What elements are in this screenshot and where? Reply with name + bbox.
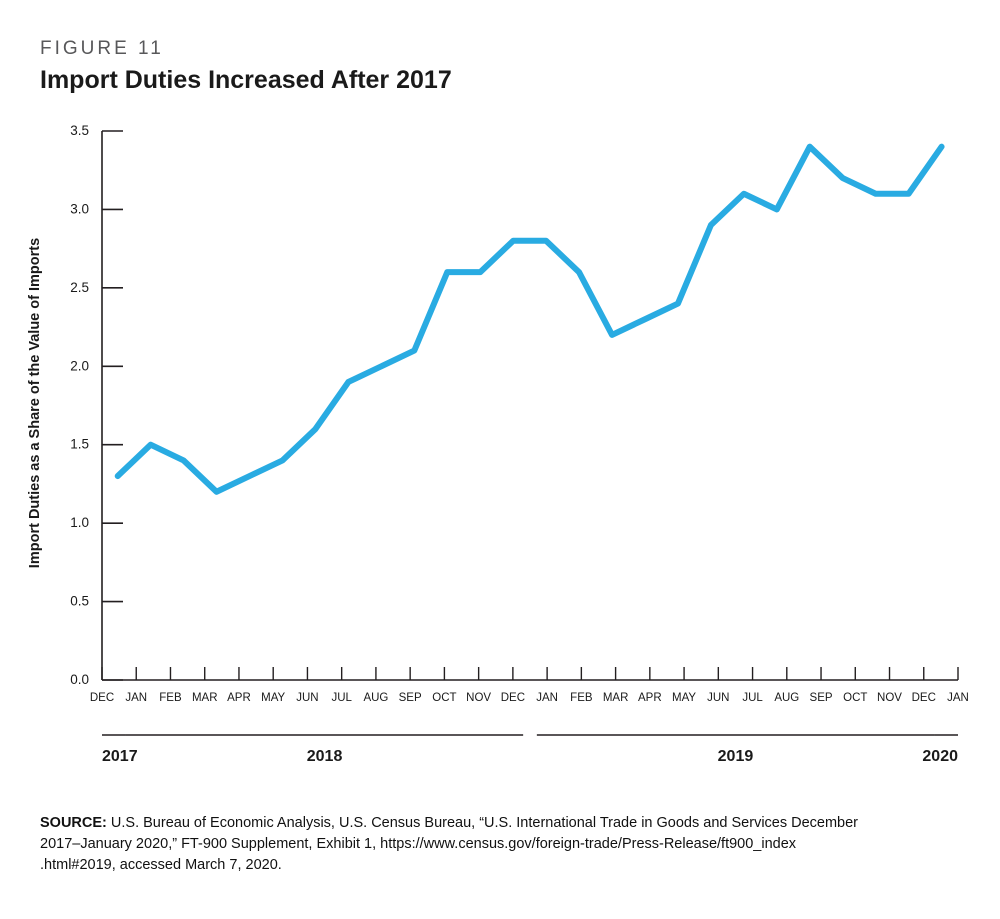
svg-text:2020: 2020 — [922, 748, 958, 765]
svg-text:AUG: AUG — [774, 692, 799, 704]
svg-text:AUG: AUG — [363, 692, 388, 704]
svg-text:0.0: 0.0 — [70, 672, 89, 687]
svg-text:SEP: SEP — [810, 692, 833, 704]
svg-text:DEC: DEC — [912, 692, 936, 704]
svg-text:FEB: FEB — [159, 692, 182, 704]
svg-text:MAR: MAR — [192, 692, 218, 704]
svg-text:2018: 2018 — [307, 748, 343, 765]
svg-text:JUL: JUL — [742, 692, 763, 704]
svg-text:JAN: JAN — [125, 692, 147, 704]
svg-text:NOV: NOV — [466, 692, 491, 704]
svg-text:3.0: 3.0 — [70, 201, 89, 216]
svg-text:JUN: JUN — [296, 692, 318, 704]
svg-text:DEC: DEC — [90, 692, 114, 704]
svg-text:APR: APR — [638, 692, 662, 704]
svg-text:JUL: JUL — [331, 692, 352, 704]
svg-text:2019: 2019 — [718, 748, 754, 765]
svg-text:OCT: OCT — [432, 692, 456, 704]
svg-text:OCT: OCT — [843, 692, 867, 704]
svg-text:NOV: NOV — [877, 692, 902, 704]
svg-text:MAY: MAY — [261, 692, 285, 704]
svg-text:JAN: JAN — [536, 692, 558, 704]
svg-text:1.0: 1.0 — [70, 515, 89, 530]
svg-text:JAN: JAN — [947, 692, 969, 704]
svg-text:2.0: 2.0 — [70, 358, 89, 373]
svg-text:DEC: DEC — [501, 692, 525, 704]
svg-text:0.5: 0.5 — [70, 594, 89, 609]
svg-text:2017: 2017 — [102, 748, 138, 765]
svg-text:FEB: FEB — [570, 692, 593, 704]
svg-text:MAR: MAR — [603, 692, 629, 704]
svg-text:1.5: 1.5 — [70, 437, 89, 452]
svg-text:SEP: SEP — [399, 692, 422, 704]
svg-text:JUN: JUN — [707, 692, 729, 704]
svg-text:APR: APR — [227, 692, 251, 704]
svg-text:3.5: 3.5 — [70, 123, 89, 138]
svg-text:MAY: MAY — [672, 692, 696, 704]
svg-text:2.5: 2.5 — [70, 280, 89, 295]
